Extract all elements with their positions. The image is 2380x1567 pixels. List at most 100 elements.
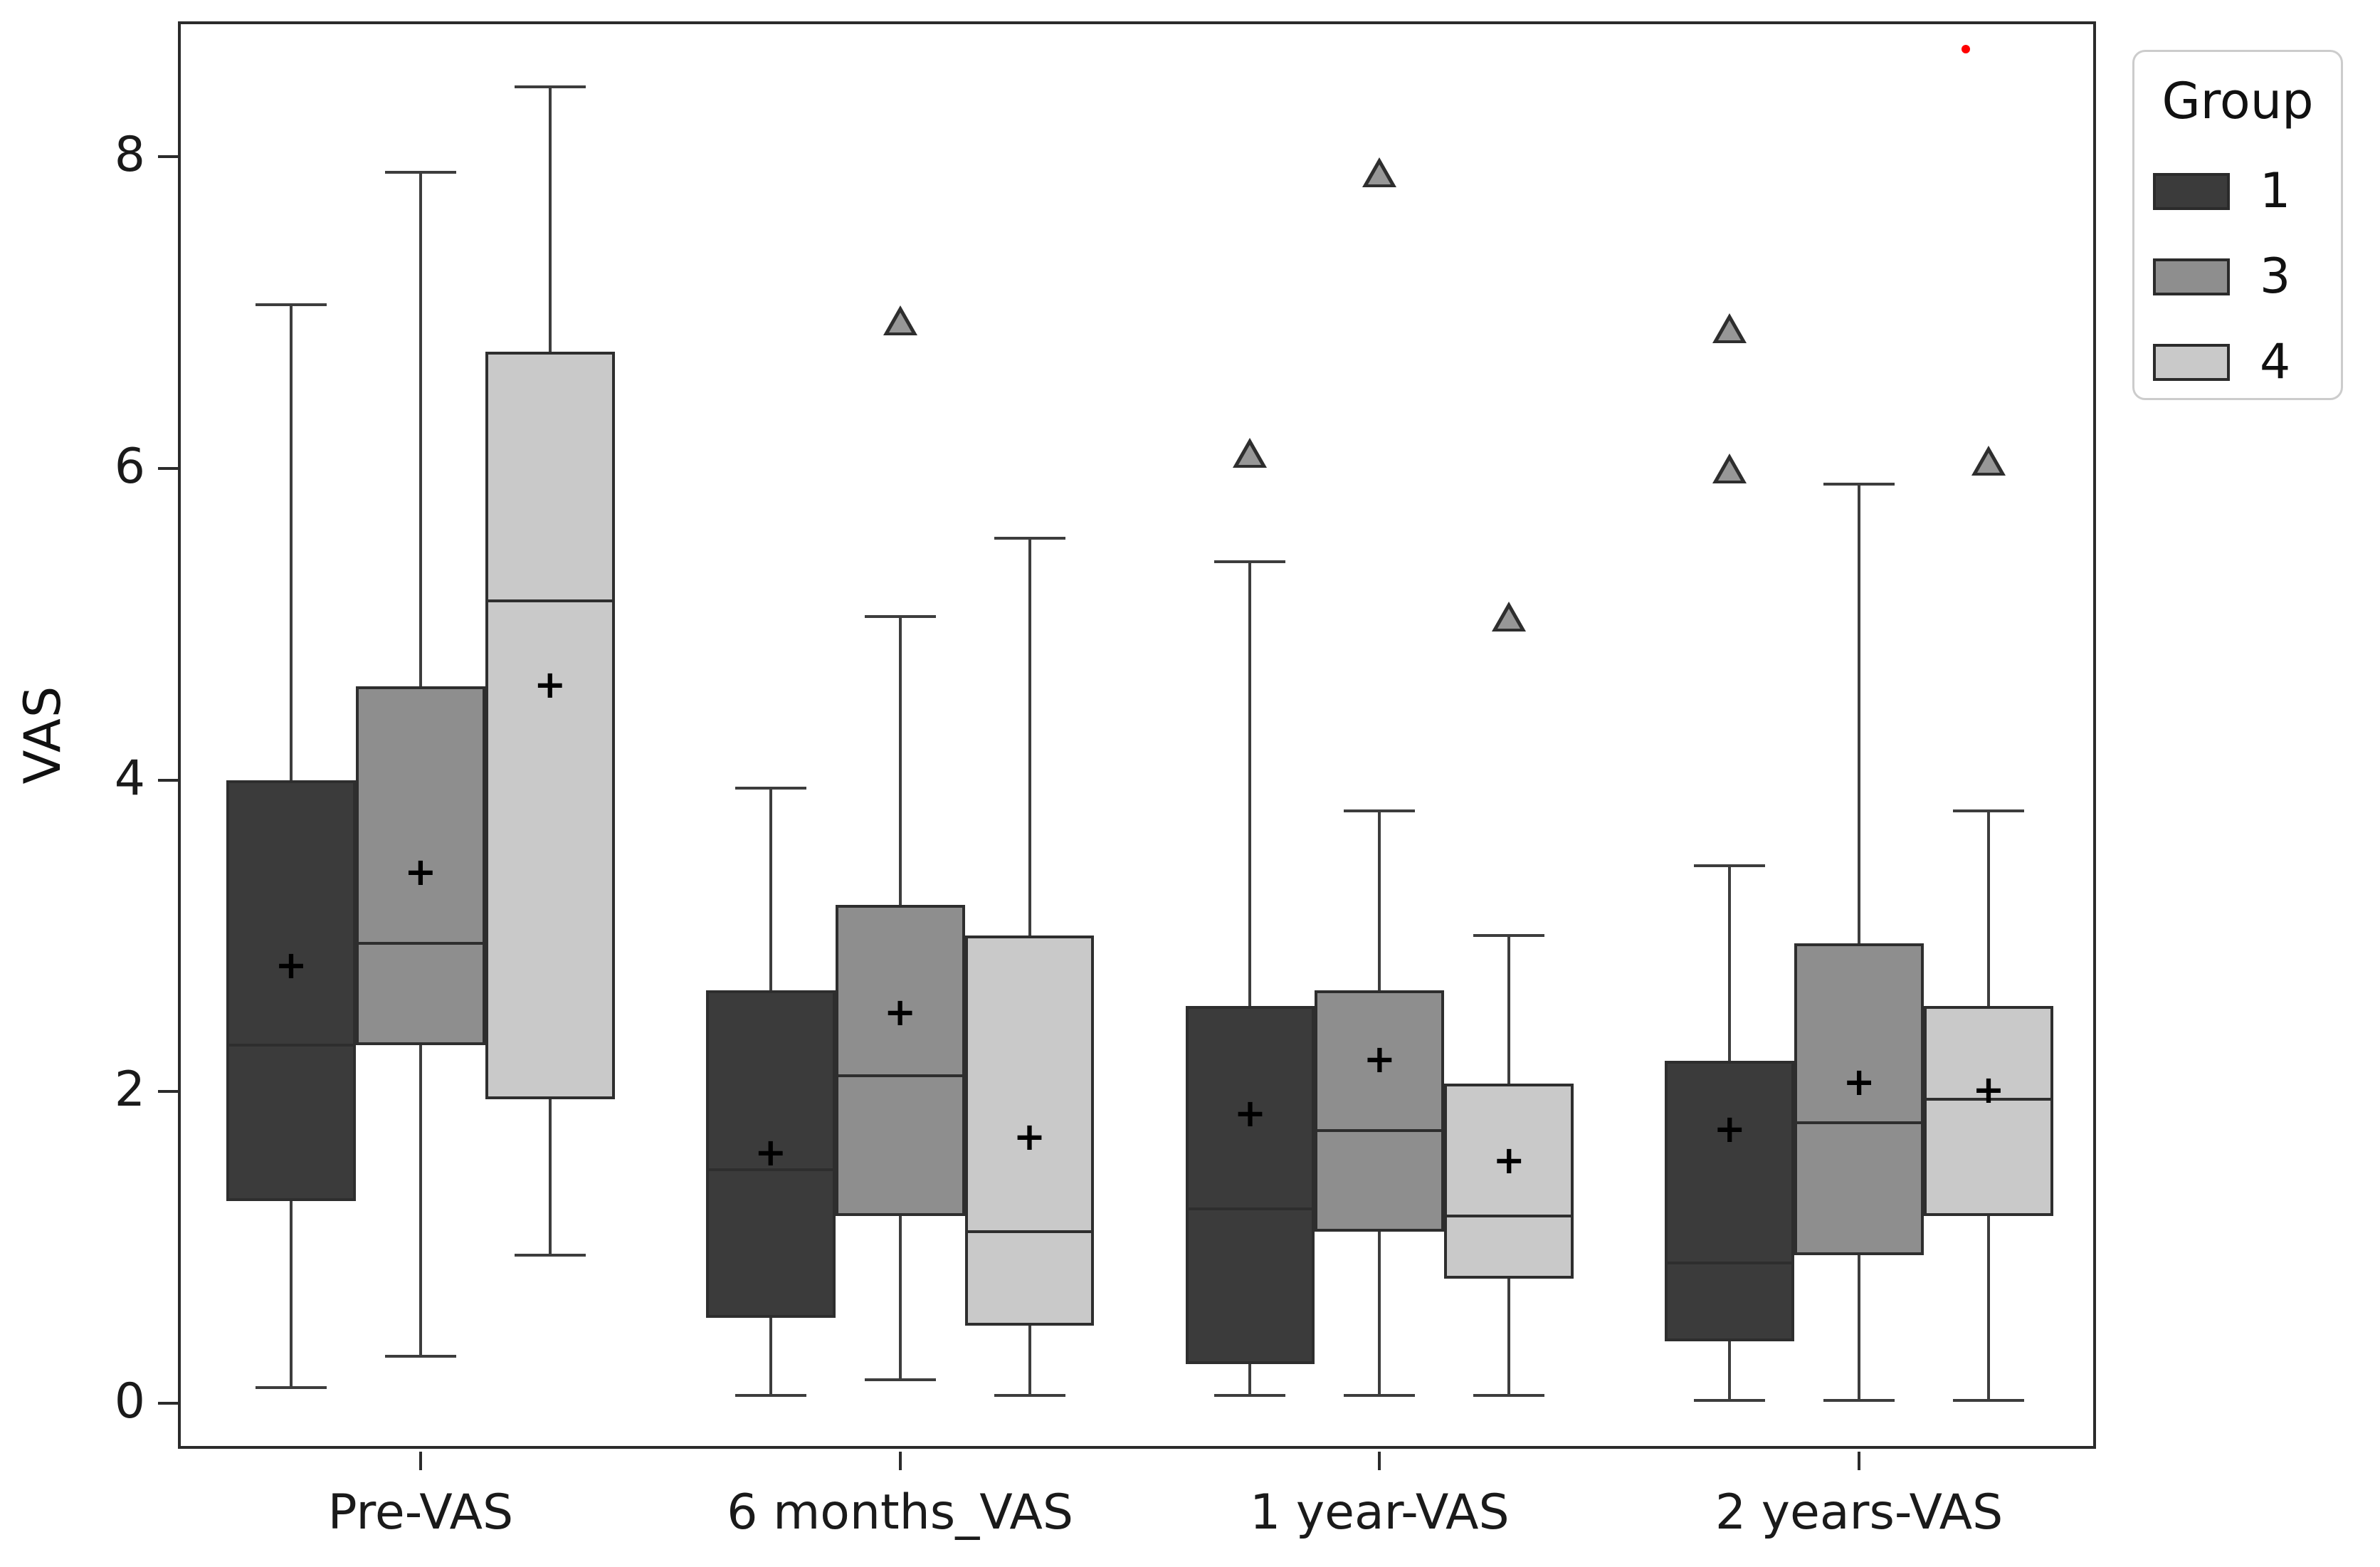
whisker-cap-top-4-3 (1473, 934, 1545, 938)
box-group3-3 (1315, 990, 1445, 1232)
whisker-cap-bottom-3-4 (1823, 1398, 1895, 1402)
legend-label-group-4: 4 (2260, 334, 2291, 390)
mean-marker-3-1: + (404, 849, 437, 894)
legend-label-group-3: 3 (2260, 248, 2291, 305)
whisker-cap-bottom-4-3 (1473, 1394, 1545, 1398)
mean-marker-1-3: + (1233, 1091, 1267, 1136)
box-group3-2 (835, 904, 965, 1217)
median-4-4 (1924, 1098, 2053, 1101)
median-3-3 (1315, 1129, 1445, 1133)
whisker-cap-top-1-1 (255, 303, 327, 306)
x-category-label: 2 years-VAS (1715, 1484, 2003, 1541)
legend-item-group-1: 1 (2153, 167, 2341, 216)
box-group3-1 (355, 686, 485, 1045)
whisker-cap-bottom-1-3 (1214, 1394, 1286, 1398)
whisker-cap-top-3-1 (384, 170, 456, 174)
whisker-lower-4-3 (1507, 1279, 1511, 1396)
mean-marker-3-3: + (1363, 1036, 1396, 1081)
x-tick (898, 1452, 902, 1470)
whisker-lower-3-1 (418, 1044, 422, 1357)
legend-label-group-1: 1 (2260, 163, 2291, 219)
whisker-cap-bottom-3-2 (864, 1378, 936, 1382)
median-4-2 (964, 1230, 1095, 1234)
legend-item-group-3: 3 (2153, 253, 2341, 301)
legend-swatch-group-3 (2153, 258, 2230, 295)
whisker-lower-3-2 (898, 1216, 902, 1380)
outlier-triangle-1-4 (1712, 313, 1747, 343)
whisker-upper-1-4 (1728, 865, 1732, 1061)
outlier-triangle-fill (1977, 452, 2001, 473)
whisker-cap-bottom-1-2 (734, 1394, 806, 1398)
median-1-1 (226, 1043, 356, 1047)
whisker-upper-1-2 (769, 787, 772, 991)
y-axis-title: VAS (14, 685, 72, 785)
whisker-upper-4-1 (548, 86, 552, 352)
box-group4-1 (485, 351, 615, 1100)
outlier-triangle-1-4 (1712, 453, 1747, 483)
outlier-triangle-fill (1718, 460, 1742, 481)
box-group4-3 (1444, 1084, 1574, 1279)
box-group4-4 (1924, 1005, 2053, 1217)
box-group1-4 (1665, 1060, 1795, 1341)
whisker-lower-1-1 (289, 1200, 293, 1388)
x-category-label: 1 year-VAS (1250, 1484, 1510, 1541)
whisker-cap-top-1-3 (1214, 560, 1286, 564)
whisker-lower-1-4 (1728, 1341, 1732, 1400)
y-tick (158, 1402, 178, 1405)
y-tick-label: 4 (114, 750, 145, 807)
whisker-upper-3-4 (1858, 483, 1861, 944)
legend-item-group-4: 4 (2153, 338, 2341, 387)
mean-marker-4-3: + (1492, 1137, 1525, 1183)
whisker-cap-top-1-2 (734, 786, 806, 790)
y-tick (158, 778, 178, 782)
y-tick-label: 6 (114, 438, 145, 495)
outlier-triangle-4-3 (1492, 601, 1527, 631)
mean-marker-1-2: + (754, 1129, 787, 1175)
whisker-lower-3-3 (1378, 1232, 1381, 1396)
box-group1-3 (1185, 1005, 1315, 1365)
mean-marker-4-1: + (534, 662, 567, 708)
outlier-triangle-fill (1718, 320, 1742, 340)
whisker-cap-bottom-4-2 (994, 1394, 1065, 1398)
x-category-label: 6 months_VAS (727, 1484, 1074, 1541)
whisker-upper-4-4 (1987, 811, 1991, 1006)
mean-marker-4-2: + (1013, 1113, 1046, 1159)
outlier-triangle-3-3 (1362, 157, 1397, 187)
legend-swatch-group-1 (2153, 173, 2230, 210)
mean-marker-3-4: + (1843, 1059, 1875, 1105)
outlier-triangle-fill (888, 312, 912, 332)
median-3-4 (1794, 1121, 1924, 1125)
whisker-cap-top-1-4 (1694, 864, 1766, 867)
whisker-cap-top-3-4 (1823, 482, 1895, 486)
median-4-3 (1444, 1215, 1574, 1218)
whisker-upper-3-3 (1378, 811, 1381, 991)
x-tick (418, 1452, 422, 1470)
whisker-cap-top-3-3 (1344, 809, 1416, 813)
outlier-triangle-1-3 (1233, 437, 1268, 468)
plot-area: 0 2 4 6 8 Pre-VAS 6 months_VAS 1 year-VAS 2 year… (115, 21, 2096, 1537)
whisker-lower-1-3 (1248, 1364, 1252, 1396)
whisker-upper-1-1 (289, 304, 293, 780)
x-tick (1378, 1452, 1381, 1470)
outlier-triangle-4-4 (1971, 445, 2006, 476)
whisker-lower-4-1 (548, 1099, 552, 1256)
legend-title: Group (2162, 72, 2314, 130)
whisker-lower-4-2 (1028, 1325, 1031, 1396)
whisker-lower-4-4 (1987, 1216, 1991, 1400)
whisker-upper-1-3 (1248, 562, 1252, 1006)
median-1-3 (1185, 1207, 1315, 1210)
box-group1-1 (226, 780, 356, 1201)
whisker-lower-1-2 (769, 1317, 772, 1396)
whisker-cap-bottom-4-1 (514, 1254, 586, 1257)
outlier-triangle-fill (1368, 164, 1391, 184)
y-tick-label: 8 (114, 127, 145, 184)
whisker-cap-bottom-1-1 (255, 1386, 327, 1390)
whisker-cap-top-4-1 (514, 85, 586, 88)
whisker-cap-bottom-3-1 (384, 1355, 456, 1358)
x-tick (1858, 1452, 1861, 1470)
whisker-upper-4-2 (1028, 538, 1031, 936)
whisker-cap-bottom-1-4 (1694, 1398, 1766, 1402)
median-4-1 (485, 599, 615, 602)
mean-marker-4-4: + (1972, 1067, 2005, 1113)
